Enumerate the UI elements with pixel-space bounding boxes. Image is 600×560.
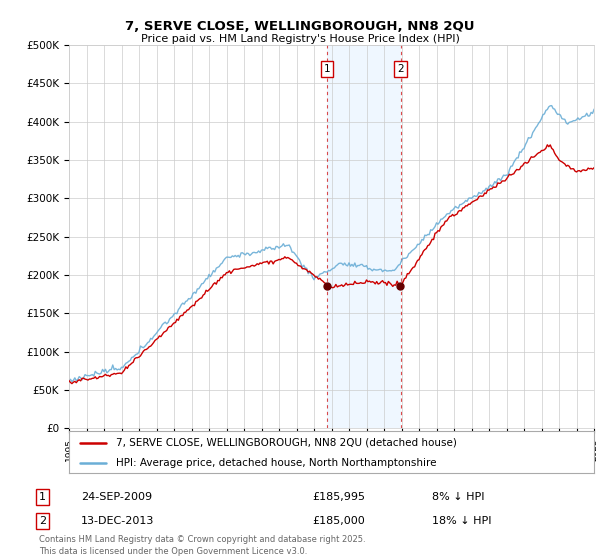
Text: 1: 1 <box>39 492 46 502</box>
Text: Contains HM Land Registry data © Crown copyright and database right 2025.
This d: Contains HM Land Registry data © Crown c… <box>39 535 365 556</box>
Text: 2: 2 <box>39 516 46 526</box>
Text: Price paid vs. HM Land Registry's House Price Index (HPI): Price paid vs. HM Land Registry's House … <box>140 34 460 44</box>
Text: 7, SERVE CLOSE, WELLINGBOROUGH, NN8 2QU (detached house): 7, SERVE CLOSE, WELLINGBOROUGH, NN8 2QU … <box>116 438 457 448</box>
Text: 13-DEC-2013: 13-DEC-2013 <box>81 516 154 526</box>
Text: 2: 2 <box>397 64 404 74</box>
Text: 18% ↓ HPI: 18% ↓ HPI <box>432 516 491 526</box>
Text: 7, SERVE CLOSE, WELLINGBOROUGH, NN8 2QU: 7, SERVE CLOSE, WELLINGBOROUGH, NN8 2QU <box>125 20 475 32</box>
Text: £185,995: £185,995 <box>312 492 365 502</box>
Text: 8% ↓ HPI: 8% ↓ HPI <box>432 492 485 502</box>
Text: HPI: Average price, detached house, North Northamptonshire: HPI: Average price, detached house, Nort… <box>116 458 437 468</box>
Text: 1: 1 <box>323 64 330 74</box>
Bar <box>327 45 401 428</box>
Text: £185,000: £185,000 <box>312 516 365 526</box>
Text: 24-SEP-2009: 24-SEP-2009 <box>81 492 152 502</box>
